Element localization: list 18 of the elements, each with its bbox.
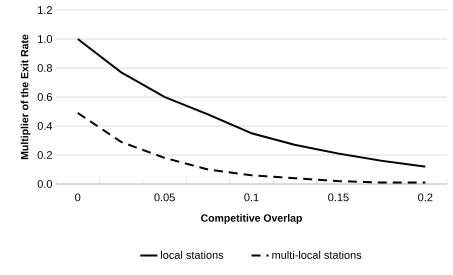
y-tick-label: 1.2 [38,6,52,14]
y-tick-label: 0.0 [38,180,52,188]
x-tick-label: 0.2 [418,194,432,202]
y-tick-label: 0.2 [38,151,52,159]
y-axis-title: Multiplier of the Exit Rate [20,34,30,160]
y-tick-label: 0.4 [38,122,52,130]
line-series [76,112,426,184]
y-tick-label: 0.8 [38,64,52,72]
y-tick-label: 1.0 [38,35,52,43]
x-tick-label: 0 [75,194,80,202]
legend-label: local stations [161,250,224,259]
x-axis-title: Competitive Overlap [201,214,302,224]
x-tick-label: 0.05 [154,194,175,202]
x-tick-label: 0.1 [244,194,259,202]
y-tick-label: 0.6 [38,93,52,101]
line-series [76,38,426,168]
x-tick-label: 0.15 [328,194,349,202]
legend-label: multi-local stations [272,250,362,259]
